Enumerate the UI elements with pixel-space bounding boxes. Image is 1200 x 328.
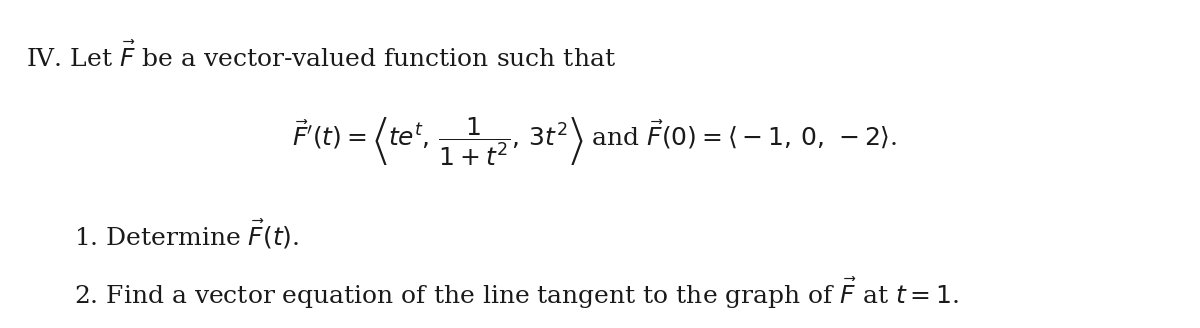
- Text: 1. Determine $\vec{F}(t)$.: 1. Determine $\vec{F}(t)$.: [73, 218, 299, 252]
- Text: 2. Find a vector equation of the line tangent to the graph of $\vec{F}$ at $t = : 2. Find a vector equation of the line ta…: [73, 276, 959, 311]
- Text: $\vec{F}^{\prime}(t) = \left\langle te^{t},\, \dfrac{1}{1+t^2},\, 3t^2 \right\ra: $\vec{F}^{\prime}(t) = \left\langle te^{…: [292, 115, 898, 168]
- Text: IV. Let $\vec{F}$ be a vector-valued function such that: IV. Let $\vec{F}$ be a vector-valued fun…: [26, 41, 617, 72]
